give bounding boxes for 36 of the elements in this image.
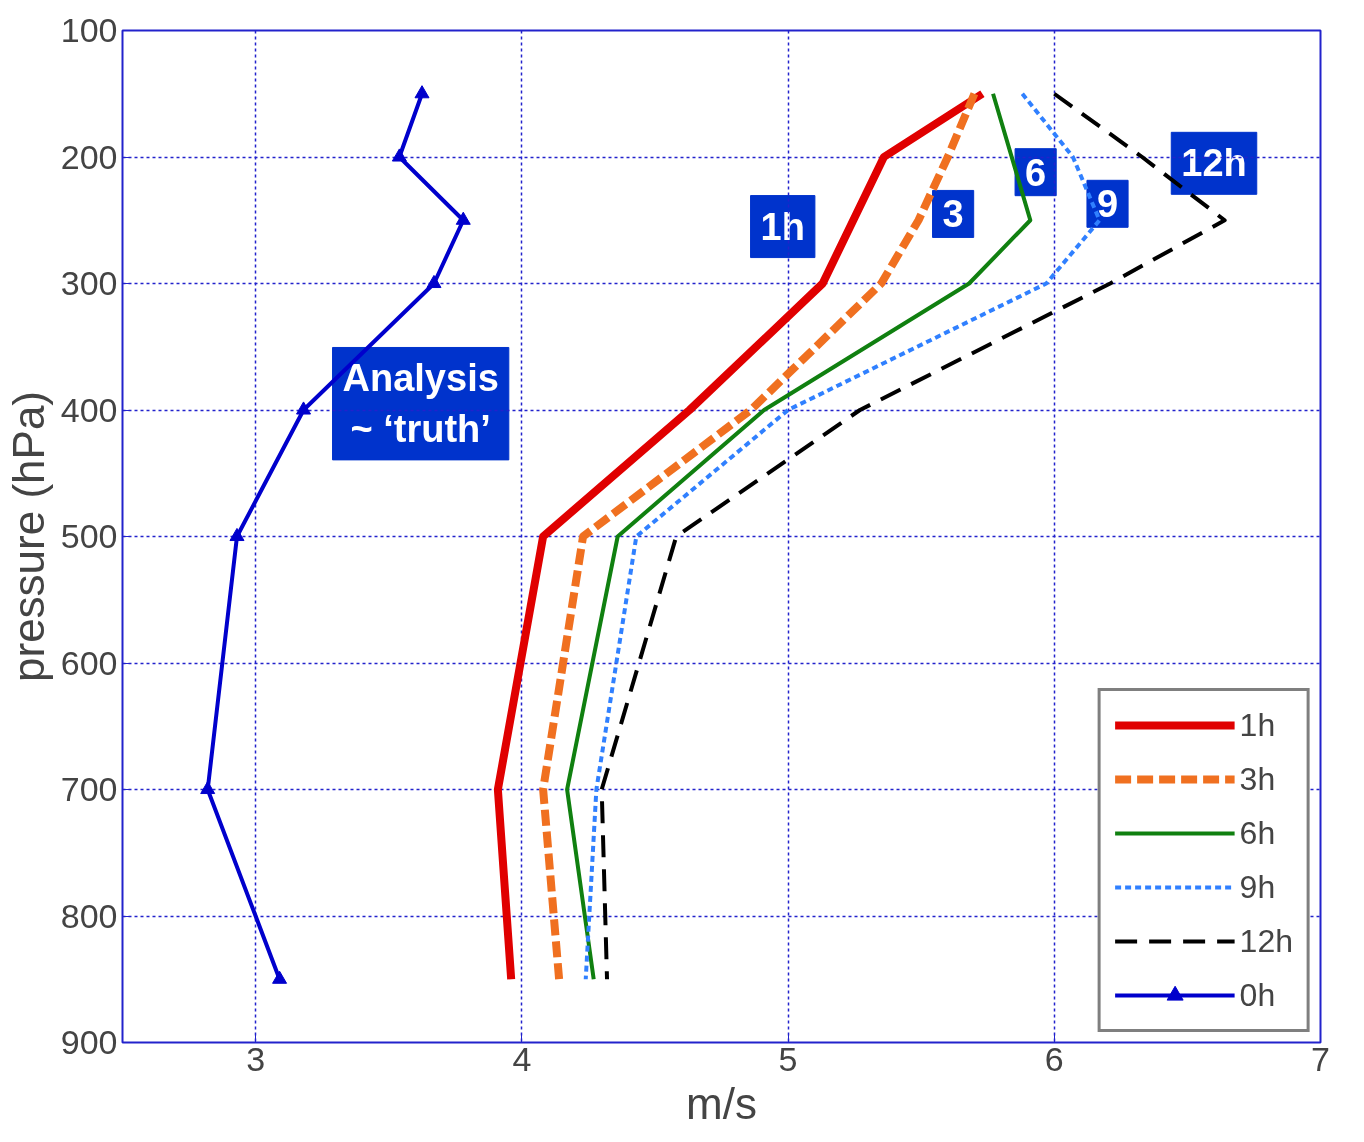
annotation: 6 [1025, 151, 1047, 194]
y-tick-label: 100 [60, 11, 118, 49]
y-tick-label: 800 [60, 896, 118, 935]
annotation: Analysis ~ ‘truth’ [342, 357, 499, 450]
x-tick-label: 5 [778, 1039, 798, 1078]
point [200, 780, 216, 795]
x-tick-label: 4 [512, 1039, 532, 1078]
x-tick-label: 7 [1311, 1039, 1330, 1078]
y-axis-title: pressure (hPa) [3, 390, 53, 682]
point [414, 85, 430, 99]
y-tick-label: 200 [60, 137, 118, 176]
y-tick-label: 900 [60, 1023, 118, 1061]
annotation: 3 [942, 193, 964, 236]
point [426, 274, 442, 289]
legend-label: 6h [1239, 814, 1276, 852]
legend-label: 0h [1239, 976, 1276, 1014]
x-tick-label: 6 [1044, 1039, 1064, 1078]
y-tick-label: 500 [60, 517, 118, 555]
y-tick-label: 600 [60, 643, 118, 682]
legend-label: 3h [1239, 760, 1276, 798]
point [272, 970, 288, 984]
legend-label: 12h [1239, 922, 1293, 960]
annotation: 9 [1096, 183, 1119, 226]
y-tick-label: 300 [60, 264, 118, 302]
point [455, 211, 471, 225]
legend-label: 1h [1239, 706, 1276, 744]
point [391, 148, 407, 162]
y-tick-label: 700 [60, 770, 118, 808]
legend-label: 9h [1239, 868, 1276, 906]
x-axis-title: m/s [686, 1078, 757, 1128]
annotation: 12h [1181, 142, 1247, 185]
annotation: 1h [760, 205, 805, 248]
point [229, 527, 245, 542]
point [296, 401, 312, 415]
y-tick-label: 400 [60, 390, 118, 429]
x-tick-label: 3 [246, 1039, 266, 1078]
